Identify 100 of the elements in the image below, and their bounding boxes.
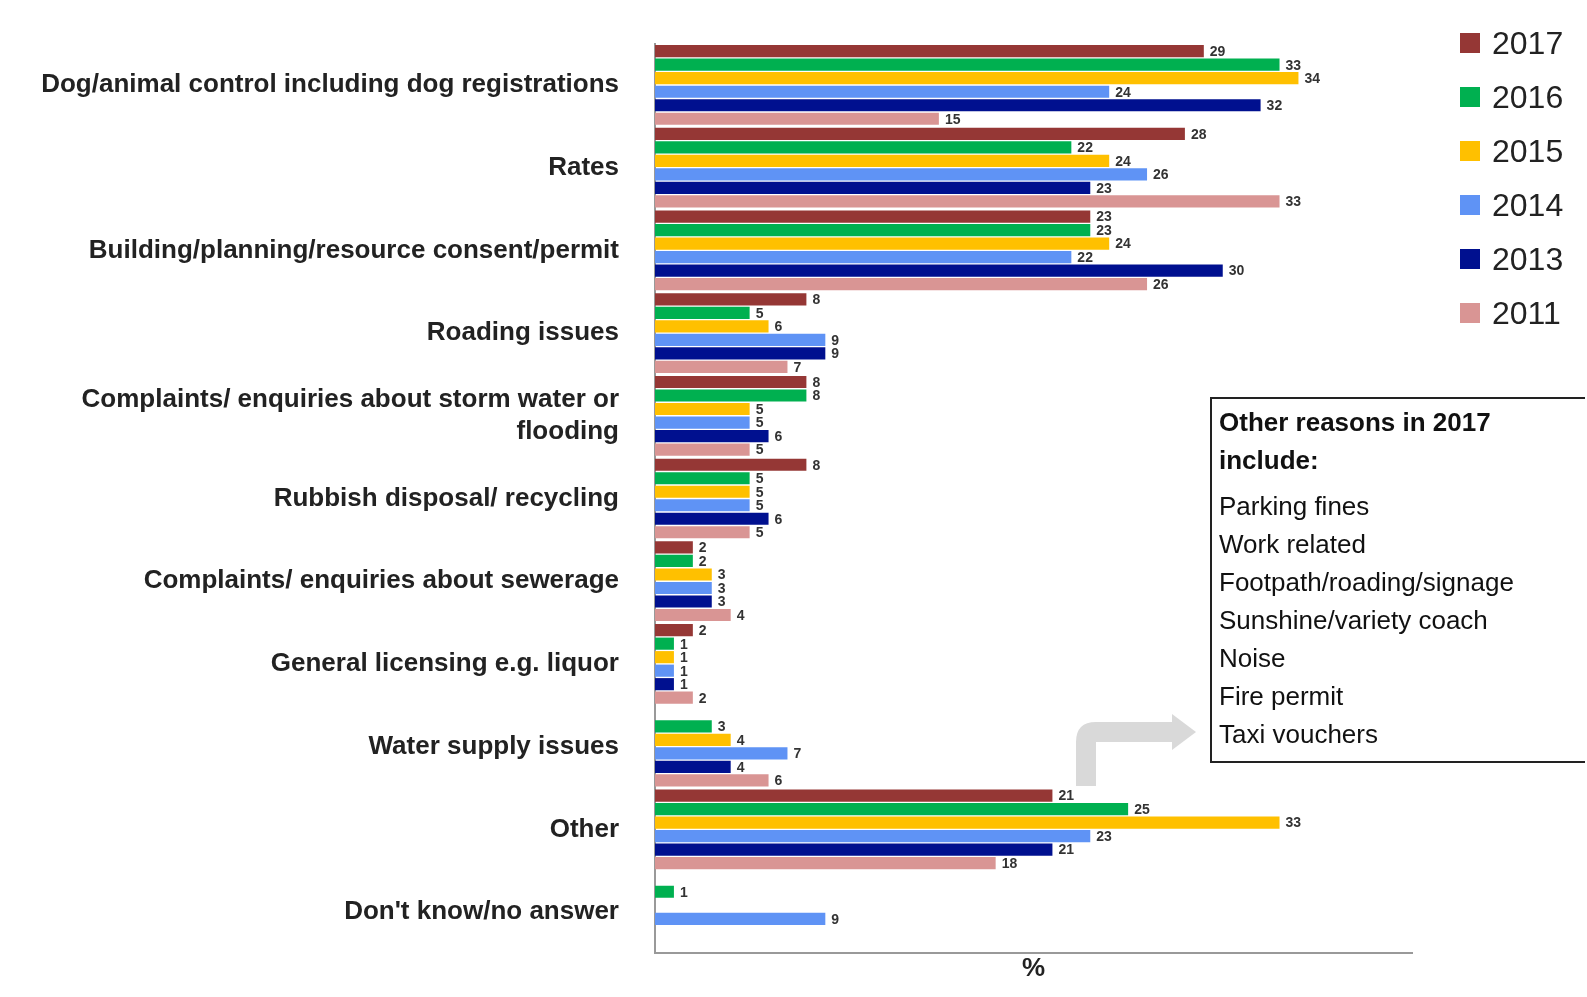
data-label: 3 [717, 718, 726, 735]
data-label: 23 [1096, 827, 1113, 844]
bar [655, 333, 826, 346]
legend-label: 2014 [1492, 186, 1564, 224]
bar [655, 127, 1185, 140]
y-tick-label: Don't know/no answer [344, 895, 619, 926]
bar [655, 595, 712, 608]
data-label: 18 [1001, 854, 1018, 871]
data-label: 25 [1134, 800, 1150, 817]
data-label: 9 [831, 910, 840, 927]
data-label: 4 [736, 606, 745, 623]
bar [655, 830, 1091, 843]
bar [655, 885, 674, 898]
y-tick-label: General licensing e.g. liquor [270, 647, 619, 678]
bar [655, 375, 807, 389]
data-label: 28 [1190, 125, 1207, 142]
bar [655, 154, 1110, 167]
annotation: Work related [1219, 528, 1367, 561]
data-label: 29 [1209, 43, 1226, 60]
bar [655, 651, 674, 664]
bar [655, 624, 693, 637]
data-label: 9 [831, 331, 840, 348]
bar [655, 843, 1053, 856]
data-label: 33 [1285, 193, 1302, 210]
data-label: 8 [812, 387, 821, 404]
data-label: 22 [1077, 139, 1094, 156]
bar [655, 774, 769, 787]
bar [655, 45, 1204, 58]
bar [655, 733, 731, 746]
data-label: 8 [812, 456, 821, 473]
data-label: 3 [717, 593, 726, 610]
bar [655, 857, 996, 870]
legend-label: 2016 [1492, 78, 1564, 116]
data-label: 8 [812, 291, 821, 308]
data-label: 21 [1058, 787, 1075, 804]
bar [655, 802, 1129, 816]
data-label: 5 [755, 441, 764, 458]
bar [655, 429, 769, 443]
data-label: 6 [774, 318, 783, 335]
y-tick-label: Complaints/ enquiries about storm water or flooding [81, 383, 619, 445]
bar [655, 541, 693, 554]
data-label: 30 [1228, 262, 1245, 279]
data-label: 1 [679, 676, 688, 693]
data-label: 6 [774, 427, 783, 444]
bar [655, 99, 1261, 112]
data-label: 22 [1077, 248, 1094, 265]
legend-label: 2015 [1492, 132, 1564, 170]
bar [655, 251, 1072, 264]
data-label: 8 [812, 373, 821, 390]
y-tick-label: Rubbish disposal/ recycling [273, 481, 619, 512]
data-label: 1 [679, 635, 688, 652]
bar [655, 141, 1072, 154]
bar [655, 347, 826, 360]
annotation: Other reasons in 2017 include: [1219, 406, 1492, 477]
bar [655, 568, 712, 581]
data-label: 26 [1153, 166, 1169, 183]
data-label: 33 [1285, 56, 1302, 73]
annotation: Sunshine/variety coach [1219, 604, 1489, 637]
y-tick-label: Dog/animal control including dog registrations [41, 68, 619, 99]
bar [655, 320, 769, 333]
data-label: 9 [831, 345, 840, 362]
y-tick-label: Building/planning/resource consent/permit [88, 233, 620, 264]
data-label: 34 [1304, 70, 1321, 87]
data-label: 24 [1115, 152, 1131, 169]
y-tick-label: Roading issues [426, 316, 619, 347]
bar [655, 720, 712, 733]
data-label: 1 [679, 883, 688, 900]
bar [655, 181, 1091, 195]
bar [655, 581, 712, 595]
data-label: 5 [755, 497, 764, 514]
bar [655, 278, 1148, 291]
bar [655, 816, 1280, 829]
bar [655, 664, 674, 677]
data-label: 23 [1096, 179, 1113, 196]
data-label: 26 [1153, 276, 1169, 292]
bar [655, 499, 750, 512]
bar [655, 306, 750, 319]
bar [655, 458, 807, 471]
bar [655, 747, 788, 760]
y-tick-label: Water supply issues [368, 729, 619, 760]
bar [655, 912, 826, 925]
data-label: 32 [1266, 97, 1283, 114]
data-label: 33 [1285, 814, 1302, 831]
annotation: Parking fines [1219, 490, 1371, 523]
x-axis-title: % [1021, 952, 1046, 983]
data-label: 6 [774, 510, 783, 527]
bar [655, 443, 750, 456]
bar [655, 224, 1091, 237]
data-label: 5 [755, 414, 764, 431]
bar [655, 637, 674, 650]
bar [655, 389, 807, 402]
annotation: Fire permit [1219, 680, 1345, 713]
data-label: 5 [755, 524, 764, 541]
bar [655, 554, 693, 568]
bar [655, 360, 788, 373]
legend-label: 2013 [1492, 240, 1564, 278]
bar [655, 789, 1053, 802]
y-tick-label: Other [549, 812, 619, 843]
data-label: 6 [774, 772, 783, 789]
data-label: 15 [944, 110, 961, 127]
